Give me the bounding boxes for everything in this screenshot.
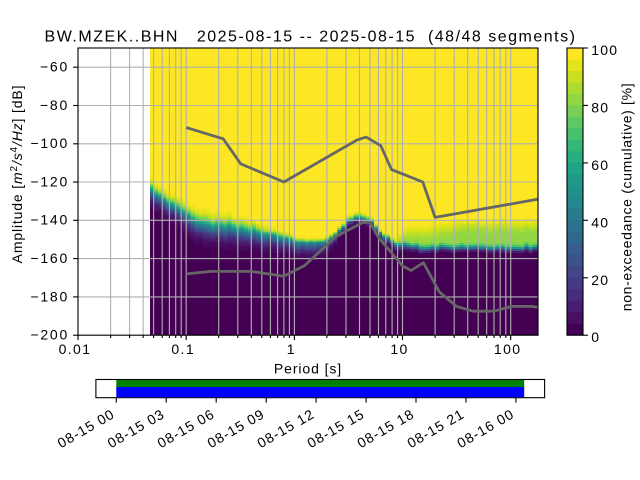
svg-text:−100: −100 xyxy=(30,135,69,151)
svg-text:−80: −80 xyxy=(40,97,69,113)
svg-text:40: 40 xyxy=(591,214,609,230)
svg-text:−200: −200 xyxy=(30,327,69,343)
svg-text:−60: −60 xyxy=(40,59,69,75)
svg-text:−180: −180 xyxy=(30,288,69,304)
svg-text:10: 10 xyxy=(390,341,408,357)
svg-text:100: 100 xyxy=(494,341,522,357)
svg-text:1: 1 xyxy=(287,341,296,357)
svg-text:Amplitude [m2/s4/Hz] [dB]: Amplitude [m2/s4/Hz] [dB] xyxy=(9,85,25,264)
svg-text:0: 0 xyxy=(591,329,600,345)
svg-text:BW.MZEK..BHN 2025-08-15 -- 2: BW.MZEK..BHN 2025-08-15 -- 2025-08-15 (4… xyxy=(45,29,577,46)
svg-text:0.1: 0.1 xyxy=(171,341,195,357)
svg-text:80: 80 xyxy=(591,99,609,115)
svg-text:−160: −160 xyxy=(30,250,69,266)
svg-text:60: 60 xyxy=(591,157,609,173)
svg-text:20: 20 xyxy=(591,272,609,288)
svg-text:−140: −140 xyxy=(30,212,69,228)
svg-text:0.01: 0.01 xyxy=(59,341,92,357)
svg-text:non-exceedance (cumulative) [%: non-exceedance (cumulative) [%] xyxy=(619,83,635,312)
svg-text:Period [s]: Period [s] xyxy=(274,361,342,377)
svg-text:−120: −120 xyxy=(30,173,69,189)
svg-text:100: 100 xyxy=(591,42,618,58)
